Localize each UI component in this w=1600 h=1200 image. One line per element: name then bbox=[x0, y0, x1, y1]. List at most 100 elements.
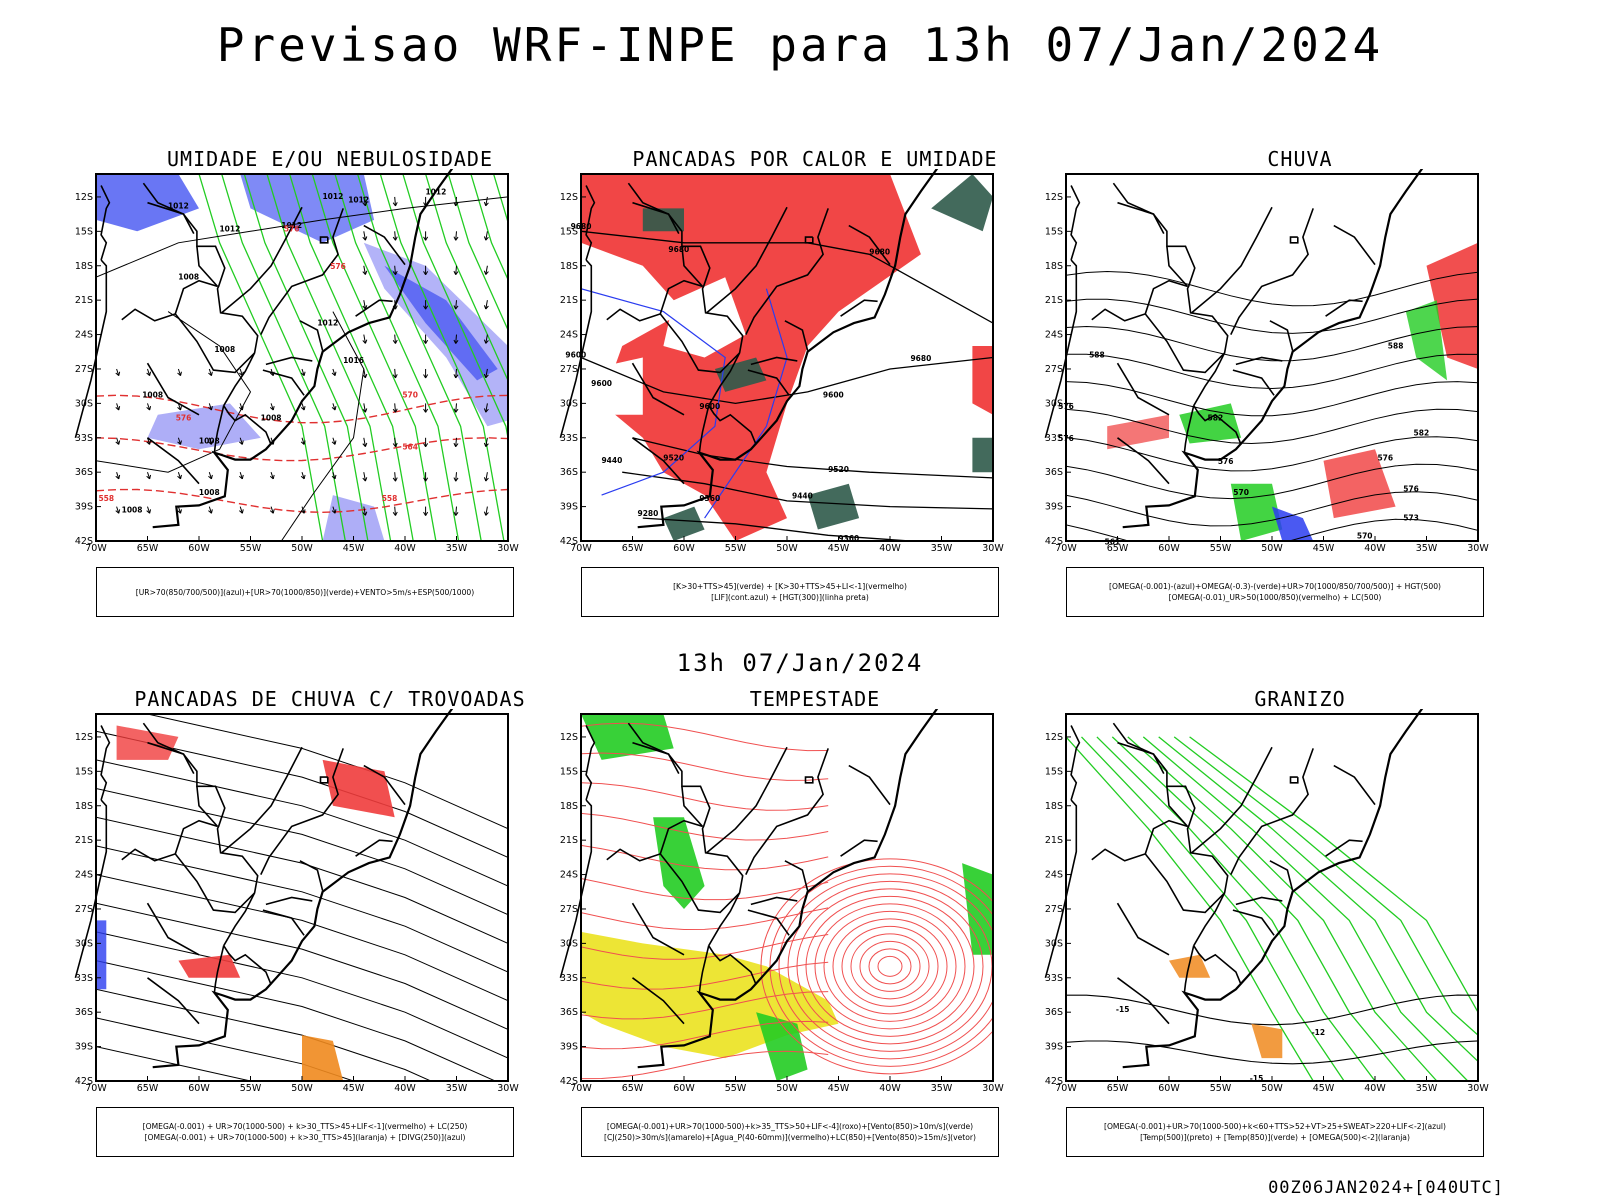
map-layer bbox=[96, 714, 508, 1081]
x-tick-label: 45W bbox=[828, 1083, 850, 1094]
contour-label: 9520 bbox=[828, 465, 849, 474]
wind-vector bbox=[301, 437, 305, 445]
y-tick-label: 36S bbox=[560, 1007, 578, 1018]
wind-vector bbox=[394, 265, 397, 275]
temp850-contour bbox=[1066, 736, 1314, 1081]
wind-vector-head bbox=[300, 406, 306, 411]
pressure-red-contour bbox=[832, 918, 948, 1015]
pressure-red-contour bbox=[581, 722, 829, 752]
contour-label: 1012 bbox=[281, 221, 302, 230]
wind-vector bbox=[147, 506, 151, 514]
panel-granizo: GRANIZO 70W 65W 60W 55W 50W 45W 40W 35W 30W 12S 15… bbox=[1040, 687, 1560, 1167]
wind-vector bbox=[485, 334, 488, 344]
x-tick-label: 45W bbox=[343, 543, 365, 554]
border-line bbox=[1044, 799, 1078, 979]
streamline bbox=[96, 759, 508, 887]
temp500-contour bbox=[1066, 1040, 1478, 1065]
wind-vector-head bbox=[269, 406, 275, 411]
y-tick-label: 21S bbox=[1045, 835, 1063, 846]
contour-label: 1016 bbox=[343, 356, 364, 365]
border-line bbox=[784, 320, 809, 351]
wind-vector-head bbox=[483, 442, 489, 447]
y-tick-label: 18S bbox=[1045, 801, 1063, 812]
wind-vector-head bbox=[392, 408, 398, 413]
x-tick-label: 60W bbox=[1158, 1083, 1180, 1094]
wind-vector-head bbox=[115, 440, 121, 445]
wind-vector bbox=[363, 368, 366, 378]
streamline bbox=[96, 960, 497, 1081]
border-line bbox=[659, 279, 703, 315]
x-tick-label: 70W bbox=[570, 543, 592, 554]
border-line bbox=[1269, 860, 1294, 891]
wind-vector bbox=[301, 506, 305, 514]
border-line bbox=[147, 741, 195, 774]
border-line bbox=[1325, 299, 1363, 317]
wind-vector bbox=[270, 506, 274, 514]
wind-vector bbox=[177, 403, 182, 411]
y-tick-label: 21S bbox=[75, 835, 93, 846]
map-pancadas-calor: 70W 65W 60W 55W 50W 45W 40W 35W 30W 12S 15S 18S 21S 2… bbox=[559, 169, 1004, 554]
border-line bbox=[147, 201, 195, 234]
pressure-red-contour bbox=[877, 955, 903, 977]
x-tick-label: 40W bbox=[879, 1083, 901, 1094]
panel-title: CHUVA bbox=[1267, 147, 1333, 171]
x-tick-label: 55W bbox=[240, 1083, 262, 1094]
humidity-green-contour bbox=[221, 174, 346, 541]
wind-vector-head bbox=[208, 440, 213, 445]
humidity-green-contour bbox=[198, 174, 324, 541]
map-layer bbox=[96, 174, 508, 541]
contour-label: 1012 bbox=[168, 201, 189, 210]
height-contour bbox=[1066, 491, 1478, 527]
temp850-contour bbox=[1081, 736, 1345, 1081]
y-tick-label: 18S bbox=[1045, 261, 1063, 272]
legend-box: [OMEGA(-0.001)+UR>70(1000-500)+k<60+TTS>… bbox=[1066, 1107, 1484, 1157]
y-tick-label: 12S bbox=[1045, 732, 1063, 743]
wind-vector bbox=[116, 437, 120, 445]
legend-line: [LIF](cont.azul) + [HGT(300)](linha pret… bbox=[711, 593, 869, 602]
border-line bbox=[681, 246, 704, 287]
pressure-contour bbox=[280, 311, 365, 541]
pressure-red-contour bbox=[581, 844, 829, 871]
wind-vector bbox=[485, 472, 488, 482]
x-tick-label: 45W bbox=[828, 543, 850, 554]
border-line bbox=[1117, 201, 1165, 234]
height-contour bbox=[622, 471, 993, 510]
wind-vector-head bbox=[423, 408, 429, 413]
pressure-red-contour bbox=[581, 1050, 829, 1080]
panel-tempestade: TEMPESTADE 70W 65W 60W 55W 50W 45W 40W 35W 30W 12… bbox=[555, 687, 1075, 1167]
contour-label: 576 bbox=[1403, 485, 1419, 494]
wind-vector-head bbox=[483, 339, 489, 344]
y-tick-label: 30S bbox=[560, 398, 578, 409]
wind-vector bbox=[485, 300, 488, 310]
convection-green-area bbox=[972, 437, 993, 473]
x-tick-label: 40W bbox=[1364, 1083, 1386, 1094]
legend-line: [OMEGA(-0.01)_UR>50(1000/850)(vermelho) … bbox=[1168, 593, 1382, 602]
humidity-green-contour bbox=[470, 174, 508, 282]
wind-vector-head bbox=[453, 477, 459, 482]
pressure-red-contour bbox=[823, 910, 957, 1022]
wind-vector bbox=[177, 506, 182, 514]
wind-vector bbox=[116, 403, 120, 411]
contour-label: 1008 bbox=[178, 273, 199, 282]
border-line bbox=[1230, 748, 1314, 875]
border-line bbox=[1144, 279, 1188, 315]
lifted-index-contour bbox=[704, 288, 788, 519]
border-line bbox=[265, 896, 313, 906]
pressure-red-contour bbox=[581, 991, 829, 1020]
humidity-green-contour bbox=[334, 174, 460, 541]
x-tick-label: 30W bbox=[1467, 543, 1489, 554]
coastline bbox=[1122, 169, 1424, 529]
border-line bbox=[142, 182, 259, 407]
border-line bbox=[1232, 369, 1275, 396]
contour-label: 1012 bbox=[317, 318, 338, 327]
x-tick-label: 55W bbox=[725, 1083, 747, 1094]
wind-vector-head bbox=[362, 442, 368, 447]
wind-vector-head bbox=[146, 509, 152, 514]
border-line bbox=[1117, 977, 1170, 1025]
x-tick-label: 35W bbox=[446, 1083, 468, 1094]
legend-line: [UR>70(850/700/500)](azul)+[UR>70(1000/8… bbox=[135, 587, 475, 597]
temp850-contour bbox=[1142, 736, 1469, 1081]
rain-red-area bbox=[1426, 242, 1478, 369]
wind-vector-head bbox=[362, 408, 368, 413]
legend-line: [OMEGA(-0.001) + UR>70(1000-500) + k>30_… bbox=[142, 1122, 468, 1131]
